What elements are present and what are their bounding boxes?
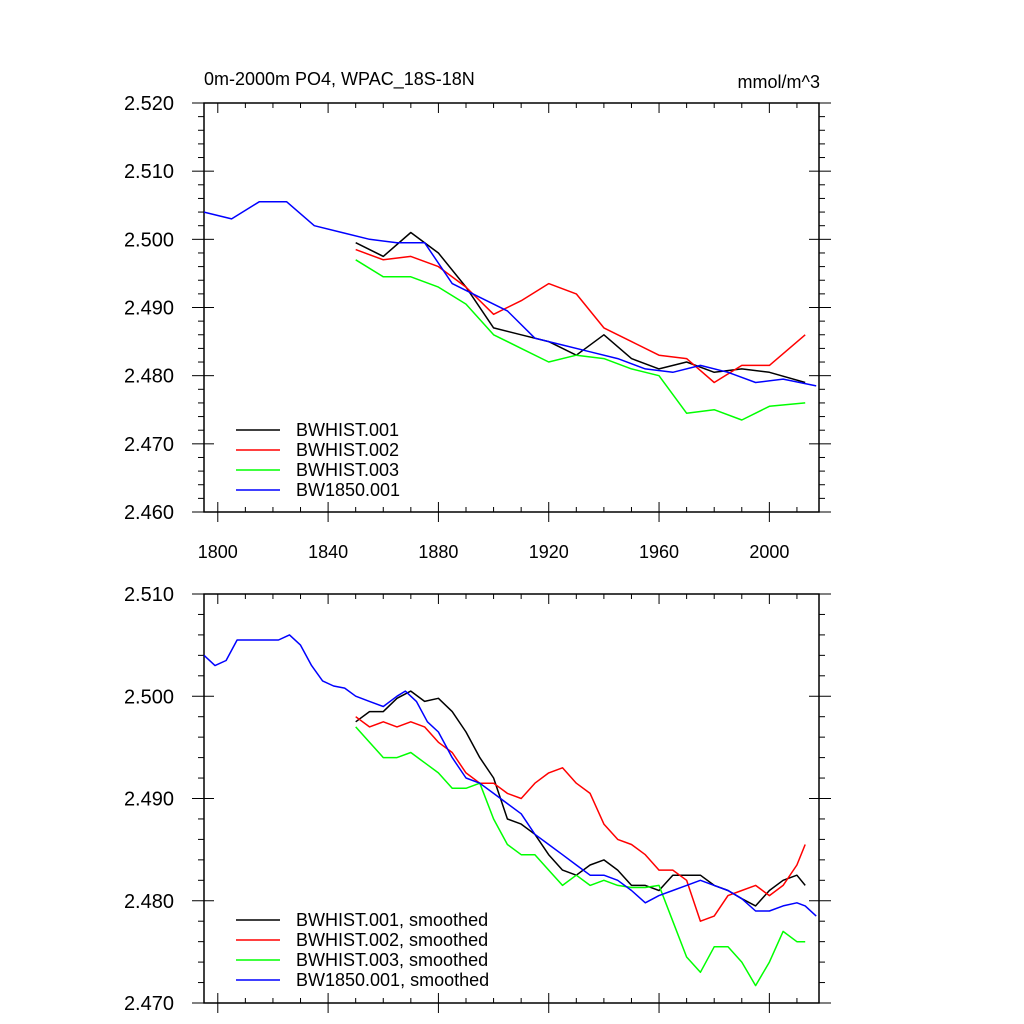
legend-label: BWHIST.003 xyxy=(296,460,399,480)
legend-label: BWHIST.001 xyxy=(296,420,399,440)
bottom-series-group xyxy=(203,634,817,987)
legend-label: BW1850.001, smoothed xyxy=(296,970,489,990)
y-tick-label: 2.480 xyxy=(124,891,174,913)
y-tick-label: 2.490 xyxy=(124,789,174,811)
series-line-3 xyxy=(355,726,806,987)
top-title-left: 0m-2000m PO4, WPAC_18S-18N xyxy=(204,69,475,90)
legend-label: BW1850.001 xyxy=(296,480,400,500)
series-line-4 xyxy=(203,634,817,917)
top-axis-ticks: 1800 1840 1880 1920 1960 2000 2.460 2.470 2.480 2… xyxy=(124,93,831,562)
y-tick-label: 2.480 xyxy=(124,366,174,388)
x-tick-label: 2000 xyxy=(749,542,789,562)
y-tick-label: 2.510 xyxy=(124,584,174,606)
bottom-panel: 2.470 2.480 2.490 2.500 2.510 BWHIST.001, sm… xyxy=(124,584,831,1015)
x-tick-label: 1960 xyxy=(639,542,679,562)
bottom-axis-ticks: 2.470 2.480 2.490 2.500 2.510 xyxy=(124,584,831,1015)
y-tick-label: 2.500 xyxy=(124,229,174,251)
series-line-1 xyxy=(355,690,806,907)
series-line-4 xyxy=(203,201,817,387)
y-tick-label: 2.520 xyxy=(124,93,174,115)
x-tick-label: 1840 xyxy=(308,542,348,562)
y-tick-label: 2.460 xyxy=(124,502,174,524)
series-line-2 xyxy=(355,716,806,922)
legend-label: BWHIST.001, smoothed xyxy=(296,910,488,930)
top-panel: 0m-2000m PO4, WPAC_18S-18N mmol/m^3 1800… xyxy=(124,69,831,562)
x-tick-label: 1800 xyxy=(198,542,238,562)
legend-label: BWHIST.002, smoothed xyxy=(296,930,488,950)
y-tick-label: 2.470 xyxy=(124,434,174,456)
x-tick-label: 1880 xyxy=(418,542,458,562)
y-tick-label: 2.470 xyxy=(124,993,174,1015)
y-tick-label: 2.510 xyxy=(124,161,174,183)
series-line-2 xyxy=(355,248,806,384)
legend-label: BWHIST.002 xyxy=(296,440,399,460)
y-tick-label: 2.500 xyxy=(124,686,174,708)
legend-label: BWHIST.003, smoothed xyxy=(296,950,488,970)
y-tick-label: 2.490 xyxy=(124,298,174,320)
series-line-3 xyxy=(355,259,806,421)
top-series-group xyxy=(203,201,817,421)
x-tick-label: 1920 xyxy=(529,542,569,562)
top-title-right: mmol/m^3 xyxy=(738,72,820,92)
series-line-1 xyxy=(355,231,806,384)
